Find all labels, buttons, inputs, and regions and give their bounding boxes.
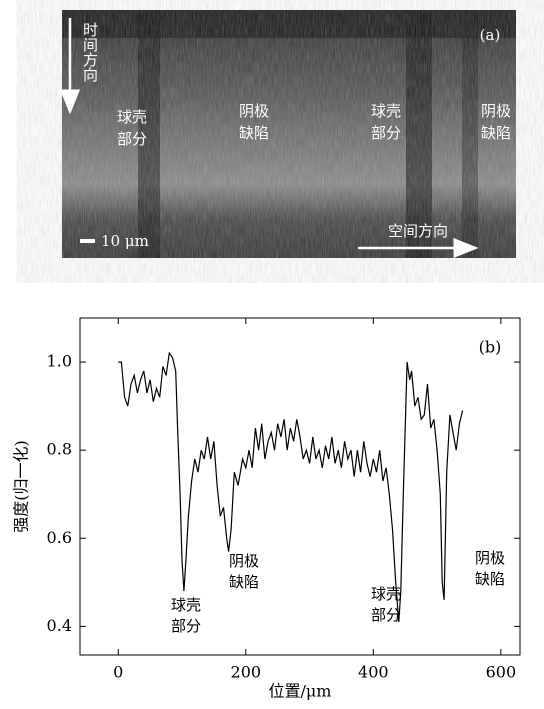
region-label: 缺陷 — [239, 124, 269, 142]
y-tick-label: 1.0 — [47, 352, 72, 371]
plot-frame — [79, 317, 521, 656]
y-tick-label: 0.4 — [47, 616, 72, 635]
annotation: 阴极 — [475, 549, 505, 567]
panel-label: (b) — [479, 338, 502, 357]
micrograph: 时间方向 (a) 10 μm 空间方向 — [60, 10, 516, 258]
intensity-line — [118, 351, 464, 623]
image-noise — [62, 10, 516, 258]
y-tick-label: 0.8 — [47, 440, 72, 459]
annotation: 部分 — [371, 606, 401, 624]
annotation: 缺陷 — [229, 573, 259, 591]
region-label: 阴极 — [239, 102, 269, 120]
x-tick-label: 0 — [113, 663, 123, 682]
y-tick-label: 0.6 — [47, 528, 72, 547]
region-label: 缺陷 — [481, 124, 511, 142]
scale-bar-label: 10 μm — [101, 232, 149, 250]
region-label: 球壳 — [371, 102, 401, 120]
annotation: 阴极 — [229, 552, 259, 570]
scale-bar — [80, 239, 95, 243]
time-direction: 时间方向 — [81, 22, 99, 82]
region-label: 部分 — [371, 124, 401, 142]
space-direction: 空间方向 — [388, 222, 448, 240]
annotation: 球壳 — [371, 585, 401, 603]
region-label: 球壳 — [117, 108, 147, 126]
x-tick-label: 200 — [231, 663, 262, 682]
region-label: 部分 — [117, 130, 147, 148]
region-label: 阴极 — [481, 102, 511, 120]
y-axis-label: 强度(归一化) — [12, 440, 31, 533]
annotation: 缺陷 — [475, 570, 505, 588]
x-axis-label: 位置/μm — [269, 682, 332, 701]
annotation: 部分 — [171, 617, 201, 635]
panel-label: (a) — [480, 26, 501, 44]
x-tick-label: 400 — [358, 663, 389, 682]
x-tick-label: 600 — [486, 663, 517, 682]
annotation: 球壳 — [171, 596, 201, 614]
